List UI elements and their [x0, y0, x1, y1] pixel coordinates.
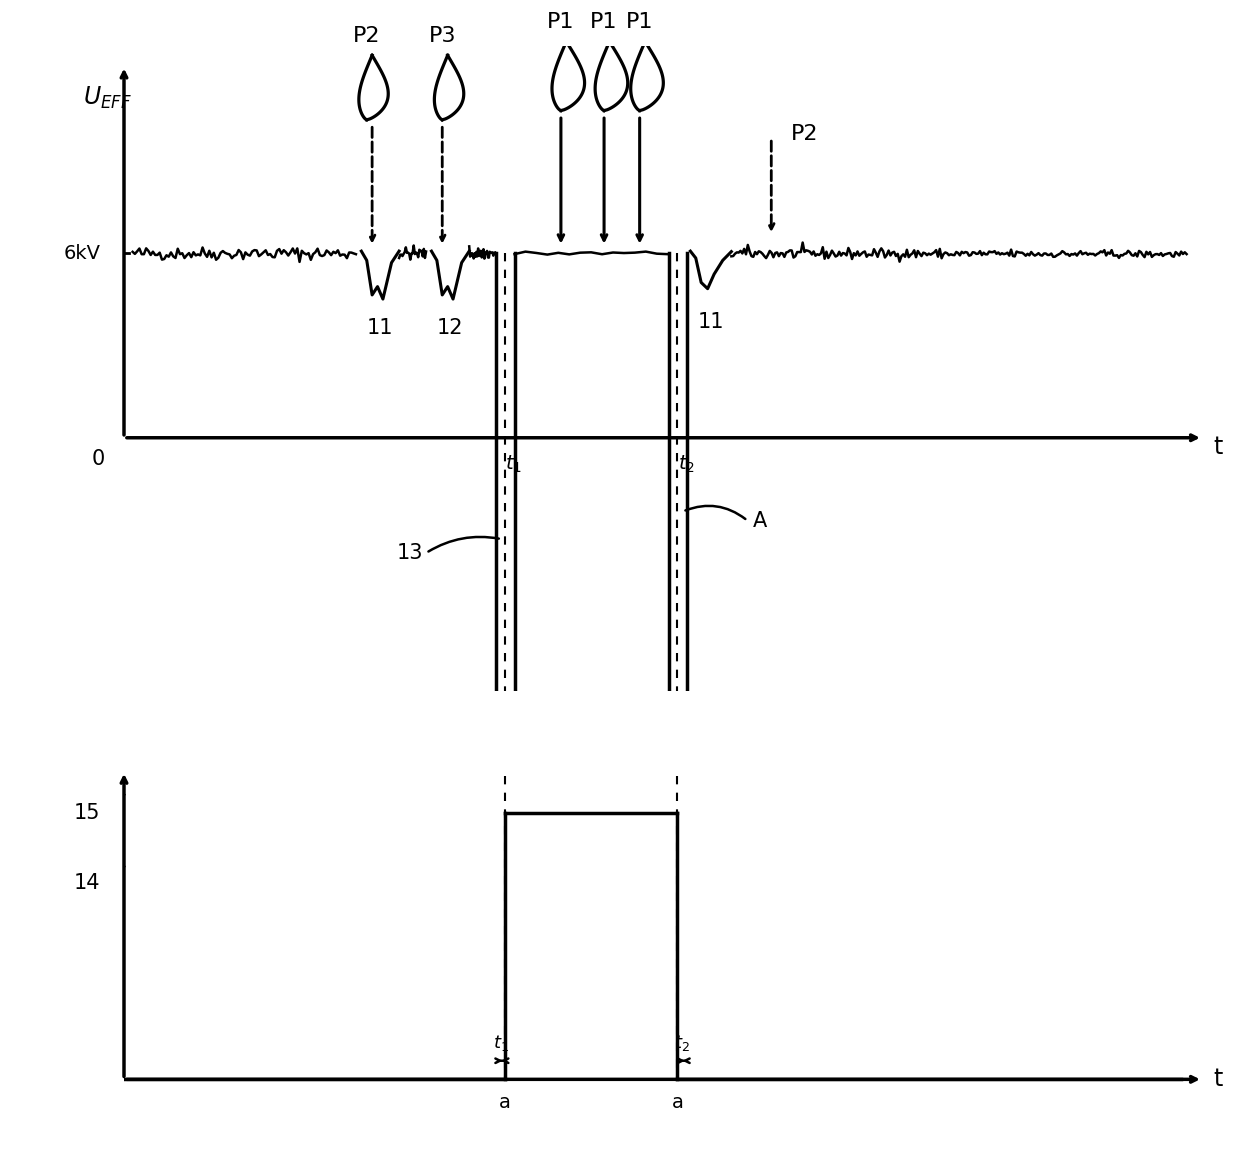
Text: P1: P1: [547, 13, 574, 32]
Text: P1: P1: [626, 13, 653, 32]
Text: a: a: [672, 1092, 683, 1112]
Text: $t_1$: $t_1$: [492, 1032, 508, 1053]
Text: 11: 11: [698, 312, 724, 332]
Text: 11: 11: [367, 318, 393, 338]
Text: 13: 13: [397, 543, 423, 563]
Text: $t_1$: $t_1$: [505, 454, 522, 475]
Text: P1: P1: [590, 13, 618, 32]
Text: 15: 15: [73, 803, 100, 824]
Text: $t_2$: $t_2$: [677, 454, 694, 475]
Text: A: A: [753, 510, 768, 531]
Text: 12: 12: [436, 318, 463, 338]
Text: $U_{EFF}$: $U_{EFF}$: [83, 85, 133, 112]
Text: 6kV: 6kV: [63, 244, 100, 263]
Text: P2: P2: [353, 26, 381, 46]
Text: $t_2$: $t_2$: [675, 1032, 691, 1053]
Text: 14: 14: [73, 872, 100, 893]
Text: P2: P2: [791, 123, 818, 144]
Text: t: t: [1214, 435, 1223, 458]
Text: 0: 0: [92, 449, 104, 469]
Text: t: t: [1214, 1068, 1223, 1091]
Text: P3: P3: [429, 26, 456, 46]
Text: a: a: [498, 1092, 511, 1112]
